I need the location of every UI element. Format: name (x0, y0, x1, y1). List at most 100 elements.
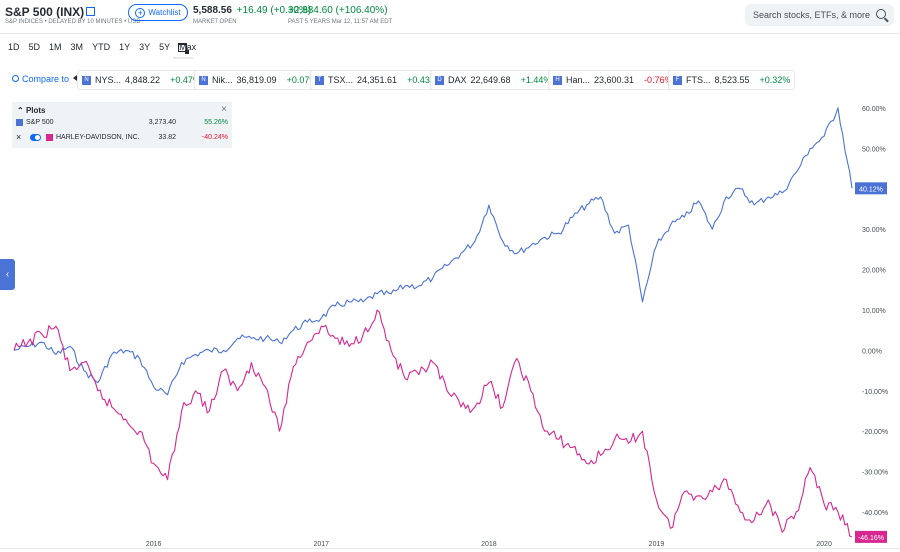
search-placeholder: Search stocks, ETFs, & more (753, 10, 871, 20)
compare-label: Compare to (22, 74, 70, 84)
chip-badge: T (315, 75, 324, 85)
plot-toggle[interactable] (30, 134, 41, 141)
chip-value: 36,819.09 (236, 75, 277, 85)
x-tick-label: 2018 (481, 541, 497, 548)
chip-badge: N (82, 75, 91, 85)
search-icon (12, 75, 19, 82)
range-5d[interactable]: 5D (28, 42, 41, 52)
ticker-title: S&P 500 (INX) (5, 5, 96, 19)
x-tick-label: 2017 (313, 541, 329, 548)
watchlist-button[interactable]: + Watchlist (128, 4, 188, 21)
chip-badge: D (435, 75, 444, 85)
collapse-panel-button[interactable]: ‹ (0, 259, 15, 290)
price-line: 5,588.56 +16.49 (+0.30%) (193, 5, 311, 16)
range-3y[interactable]: 3Y (139, 42, 151, 52)
hog-series-line (13, 309, 853, 538)
plots-panel: ⌃ Plots × S&P 500 3,273.40 55.26% × HARL… (12, 102, 232, 148)
plot-value: 33.82 (158, 134, 176, 141)
chip-value: 8,523.55 (714, 75, 750, 85)
current-price: 5,588.56 (193, 5, 232, 16)
range-selector: 1D 5D 1M 3M YTD 1Y 3Y 5Y Max (8, 42, 205, 52)
chip-name: Nik... (212, 75, 233, 85)
x-tick-label: 2020 (816, 541, 832, 548)
ticker-subtitle: S&P INDICES • DELAYED BY 10 MINUTES • US… (5, 19, 141, 25)
range-1y[interactable]: 1Y (119, 42, 131, 52)
chip-change: +0.47% (170, 75, 201, 85)
chip-change: +0.07% (286, 75, 318, 85)
range-ytd[interactable]: YTD (92, 42, 111, 52)
compare-chip[interactable]: H Han... 23,600.31 -0.76% (548, 70, 678, 90)
series-swatch (16, 119, 23, 126)
y-tick-label: 10.00% (862, 308, 886, 315)
calendar-icon[interactable] (178, 43, 189, 54)
range-underline (173, 57, 193, 59)
chip-name: NYS... (95, 75, 122, 85)
range-1d[interactable]: 1D (8, 42, 20, 52)
chip-change: +1.44% (520, 75, 552, 85)
compare-chip[interactable]: D DAX 22,649.68 +1.44% (430, 70, 557, 90)
chip-change: +0.43% (407, 75, 438, 85)
compare-chip[interactable]: F FTS... 8,523.55 +0.32% (668, 70, 796, 90)
range-5y[interactable]: 5Y (159, 42, 171, 52)
plus-circle-icon: + (135, 7, 146, 18)
chip-name: TSX... (328, 75, 354, 85)
y-tick-label: -20.00% (862, 429, 888, 436)
remove-plot-icon[interactable]: × (16, 132, 22, 142)
plot-pct: -40.24% (201, 134, 228, 141)
plot-value: 3,273.40 (148, 119, 176, 126)
y-tick-label: -40.00% (862, 510, 888, 517)
price-change: +16.49 (+0.30%) (236, 5, 312, 16)
end-label-tag (855, 182, 887, 195)
end-label-tag (855, 530, 887, 543)
plot-name: HARLEY-DAVIDSON, INC. (56, 134, 140, 141)
x-tick-label: 2016 (146, 541, 162, 548)
range-max[interactable]: Max (179, 42, 197, 52)
y-tick-label: 50.00% (862, 146, 886, 153)
close-icon[interactable]: × (221, 104, 227, 115)
series-swatch (46, 134, 53, 141)
range-1m[interactable]: 1M (49, 42, 62, 52)
x-tick-label: 2019 (649, 541, 665, 548)
chip-change: +0.32% (759, 75, 791, 85)
plot-row-spx: S&P 500 3,273.40 55.26% (12, 117, 232, 129)
chip-badge: F (673, 75, 682, 85)
y-tick-label: -30.00% (862, 470, 888, 477)
market-status: MARKET OPEN (193, 19, 237, 25)
plot-pct: 55.26% (204, 119, 228, 126)
end-label-text: -46.16% (858, 535, 884, 542)
plot-row-hog: × HARLEY-DAVIDSON, INC. 33.82 -40.24% (12, 132, 232, 144)
period-note: PAST 5 YEARS Mar 12, 11:57 AM EDT (288, 19, 393, 25)
search-input[interactable]: Search stocks, ETFs, & more (745, 4, 894, 26)
watchlist-label: Watchlist (148, 8, 181, 17)
period-change: +2,884.60 (+106.40%) (288, 5, 388, 16)
chip-badge: H (553, 75, 562, 85)
chip-value: 24,351.61 (357, 75, 398, 85)
external-link-icon[interactable] (86, 7, 96, 16)
chip-name: Han... (566, 75, 591, 85)
y-tick-label: 20.00% (862, 268, 886, 275)
chip-value: 4,848.22 (125, 75, 161, 85)
chip-name: FTS... (686, 75, 711, 85)
chip-badge: N (199, 75, 208, 85)
y-tick-label: -10.00% (862, 389, 888, 396)
compare-chip[interactable]: T TSX... 24,351.61 +0.43% (310, 70, 443, 90)
chip-change: -0.76% (644, 75, 673, 85)
search-icon[interactable] (876, 9, 886, 19)
plot-name: S&P 500 (26, 119, 54, 126)
divider (0, 548, 900, 549)
scroll-left-icon[interactable] (73, 75, 77, 81)
compare-chip[interactable]: N NYS... 4,848.22 +0.47% (77, 70, 206, 90)
end-label-text: 40.12% (859, 186, 883, 193)
spx-series-line (13, 107, 853, 396)
compare-to[interactable]: Compare to (12, 74, 69, 84)
chip-name: DAX (448, 75, 467, 85)
compare-chip[interactable]: N Nik... 36,819.09 +0.07% (194, 70, 323, 90)
ticker-title-text: S&P 500 (INX) (5, 5, 85, 19)
plots-title-text: Plots (25, 106, 46, 115)
y-tick-label: 30.00% (862, 227, 886, 234)
chip-value: 22,649.68 (470, 75, 511, 85)
plots-title[interactable]: ⌃ Plots (17, 106, 46, 115)
line-chart[interactable]: 60.00%50.00%40.00%30.00%20.00%10.00%0.00… (0, 95, 900, 548)
quote-header: S&P 500 (INX) S&P INDICES • DELAYED BY 1… (0, 0, 900, 34)
range-3m[interactable]: 3M (70, 42, 84, 52)
